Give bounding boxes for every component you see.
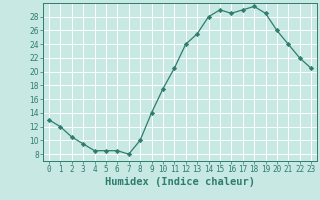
X-axis label: Humidex (Indice chaleur): Humidex (Indice chaleur)	[105, 177, 255, 187]
